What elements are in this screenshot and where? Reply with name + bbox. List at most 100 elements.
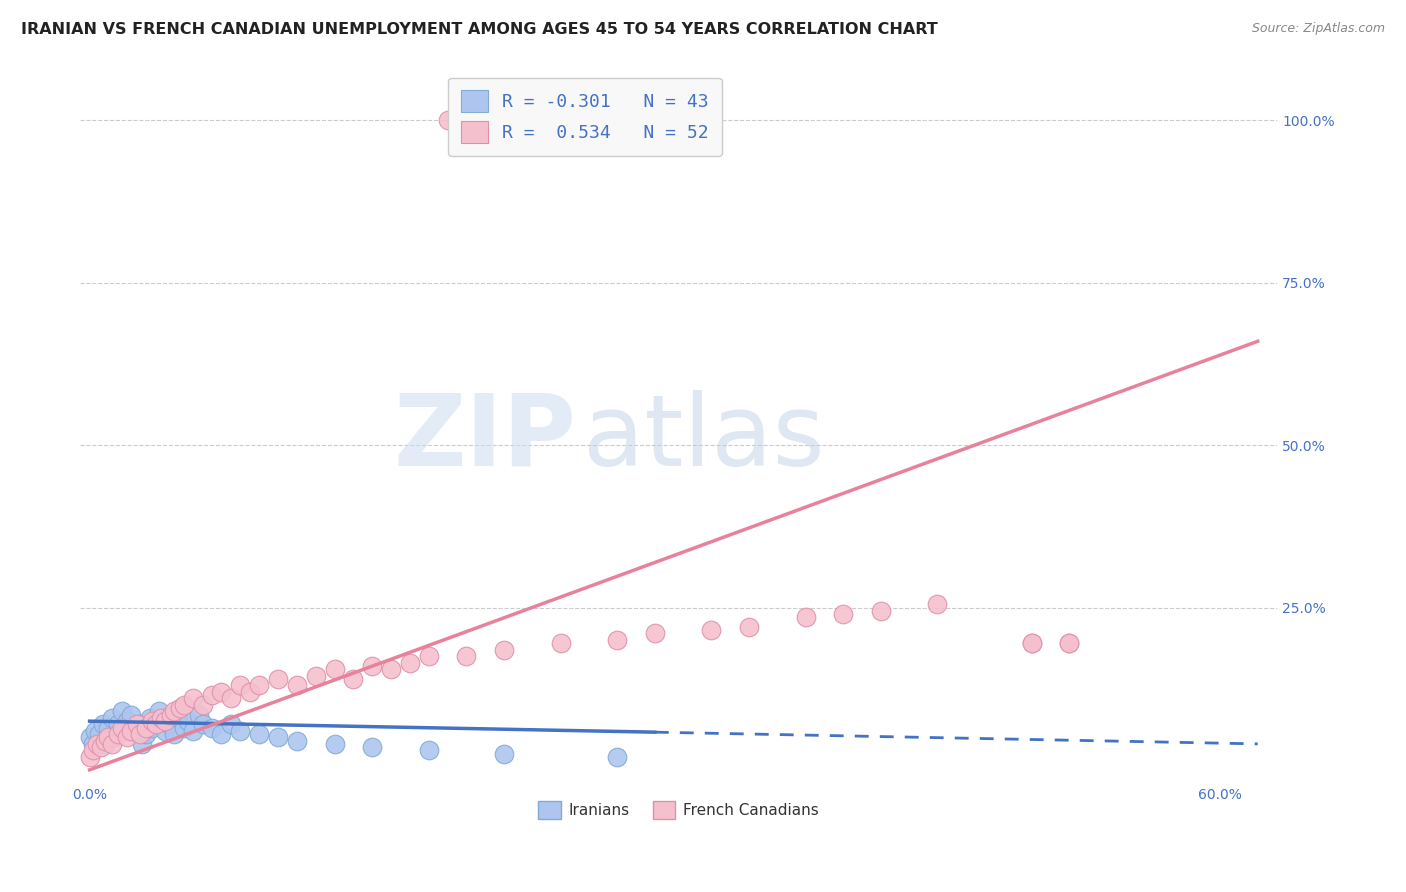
Point	[159, 707, 181, 722]
Point	[135, 727, 157, 741]
Point	[79, 731, 101, 745]
Point	[93, 737, 115, 751]
Point	[86, 737, 108, 751]
Point	[141, 714, 163, 728]
Point	[201, 721, 224, 735]
Point	[436, 113, 458, 128]
Point	[120, 707, 142, 722]
Point	[93, 733, 115, 747]
Point	[1312, 334, 1334, 349]
Point	[700, 624, 723, 638]
Point	[90, 740, 112, 755]
Point	[145, 717, 167, 731]
Point	[181, 723, 204, 738]
Point	[323, 662, 346, 676]
Point	[211, 685, 233, 699]
Point	[267, 731, 290, 745]
Point	[97, 721, 120, 735]
Point	[129, 727, 152, 741]
Point	[145, 714, 167, 728]
Point	[1021, 636, 1043, 650]
Point	[139, 711, 162, 725]
Point	[247, 727, 270, 741]
Point	[550, 636, 572, 650]
Point	[148, 705, 170, 719]
Point	[173, 698, 195, 712]
Point	[644, 626, 666, 640]
Point	[927, 597, 949, 611]
Point	[606, 750, 628, 764]
Point	[418, 743, 440, 757]
Text: IRANIAN VS FRENCH CANADIAN UNEMPLOYMENT AMONG AGES 45 TO 54 YEARS CORRELATION CH: IRANIAN VS FRENCH CANADIAN UNEMPLOYMENT …	[21, 22, 938, 37]
Point	[305, 669, 328, 683]
Point	[131, 737, 153, 751]
Point	[167, 711, 190, 725]
Point	[738, 620, 761, 634]
Point	[201, 688, 224, 702]
Point	[82, 737, 104, 751]
Point	[1021, 636, 1043, 650]
Point	[229, 723, 252, 738]
Point	[153, 723, 176, 738]
Point	[112, 723, 135, 738]
Point	[117, 714, 139, 728]
Point	[91, 717, 114, 731]
Point	[211, 727, 233, 741]
Point	[1059, 636, 1081, 650]
Point	[380, 662, 402, 676]
Text: atlas: atlas	[582, 390, 824, 487]
Point	[169, 701, 191, 715]
Point	[285, 678, 308, 692]
Legend: Iranians, French Canadians: Iranians, French Canadians	[531, 795, 825, 825]
Point	[181, 691, 204, 706]
Point	[342, 672, 364, 686]
Point	[399, 656, 422, 670]
Point	[157, 717, 180, 731]
Point	[219, 691, 242, 706]
Point	[173, 721, 195, 735]
Point	[84, 723, 107, 738]
Point	[107, 717, 129, 731]
Point	[606, 632, 628, 647]
Point	[150, 711, 173, 725]
Point	[117, 731, 139, 745]
Point	[163, 705, 186, 719]
Point	[120, 723, 142, 738]
Point	[87, 727, 110, 741]
Point	[494, 747, 516, 761]
Point	[110, 721, 132, 735]
Point	[418, 649, 440, 664]
Point	[794, 610, 817, 624]
Point	[101, 737, 124, 751]
Point	[129, 717, 152, 731]
Point	[125, 717, 148, 731]
Point	[229, 678, 252, 692]
Point	[870, 604, 893, 618]
Point	[267, 672, 290, 686]
Point	[832, 607, 855, 621]
Point	[239, 685, 262, 699]
Point	[79, 750, 101, 764]
Point	[361, 659, 384, 673]
Text: ZIP: ZIP	[394, 390, 576, 487]
Point	[107, 727, 129, 741]
Point	[141, 721, 163, 735]
Point	[135, 721, 157, 735]
Point	[219, 717, 242, 731]
Point	[101, 711, 124, 725]
Point	[163, 727, 186, 741]
Point	[125, 723, 148, 738]
Point	[103, 731, 125, 745]
Point	[285, 733, 308, 747]
Point	[191, 698, 214, 712]
Point	[323, 737, 346, 751]
Point	[82, 743, 104, 757]
Point	[456, 649, 478, 664]
Point	[1059, 636, 1081, 650]
Point	[176, 714, 198, 728]
Point	[153, 714, 176, 728]
Point	[187, 707, 209, 722]
Point	[494, 642, 516, 657]
Point	[361, 740, 384, 755]
Text: Source: ZipAtlas.com: Source: ZipAtlas.com	[1251, 22, 1385, 36]
